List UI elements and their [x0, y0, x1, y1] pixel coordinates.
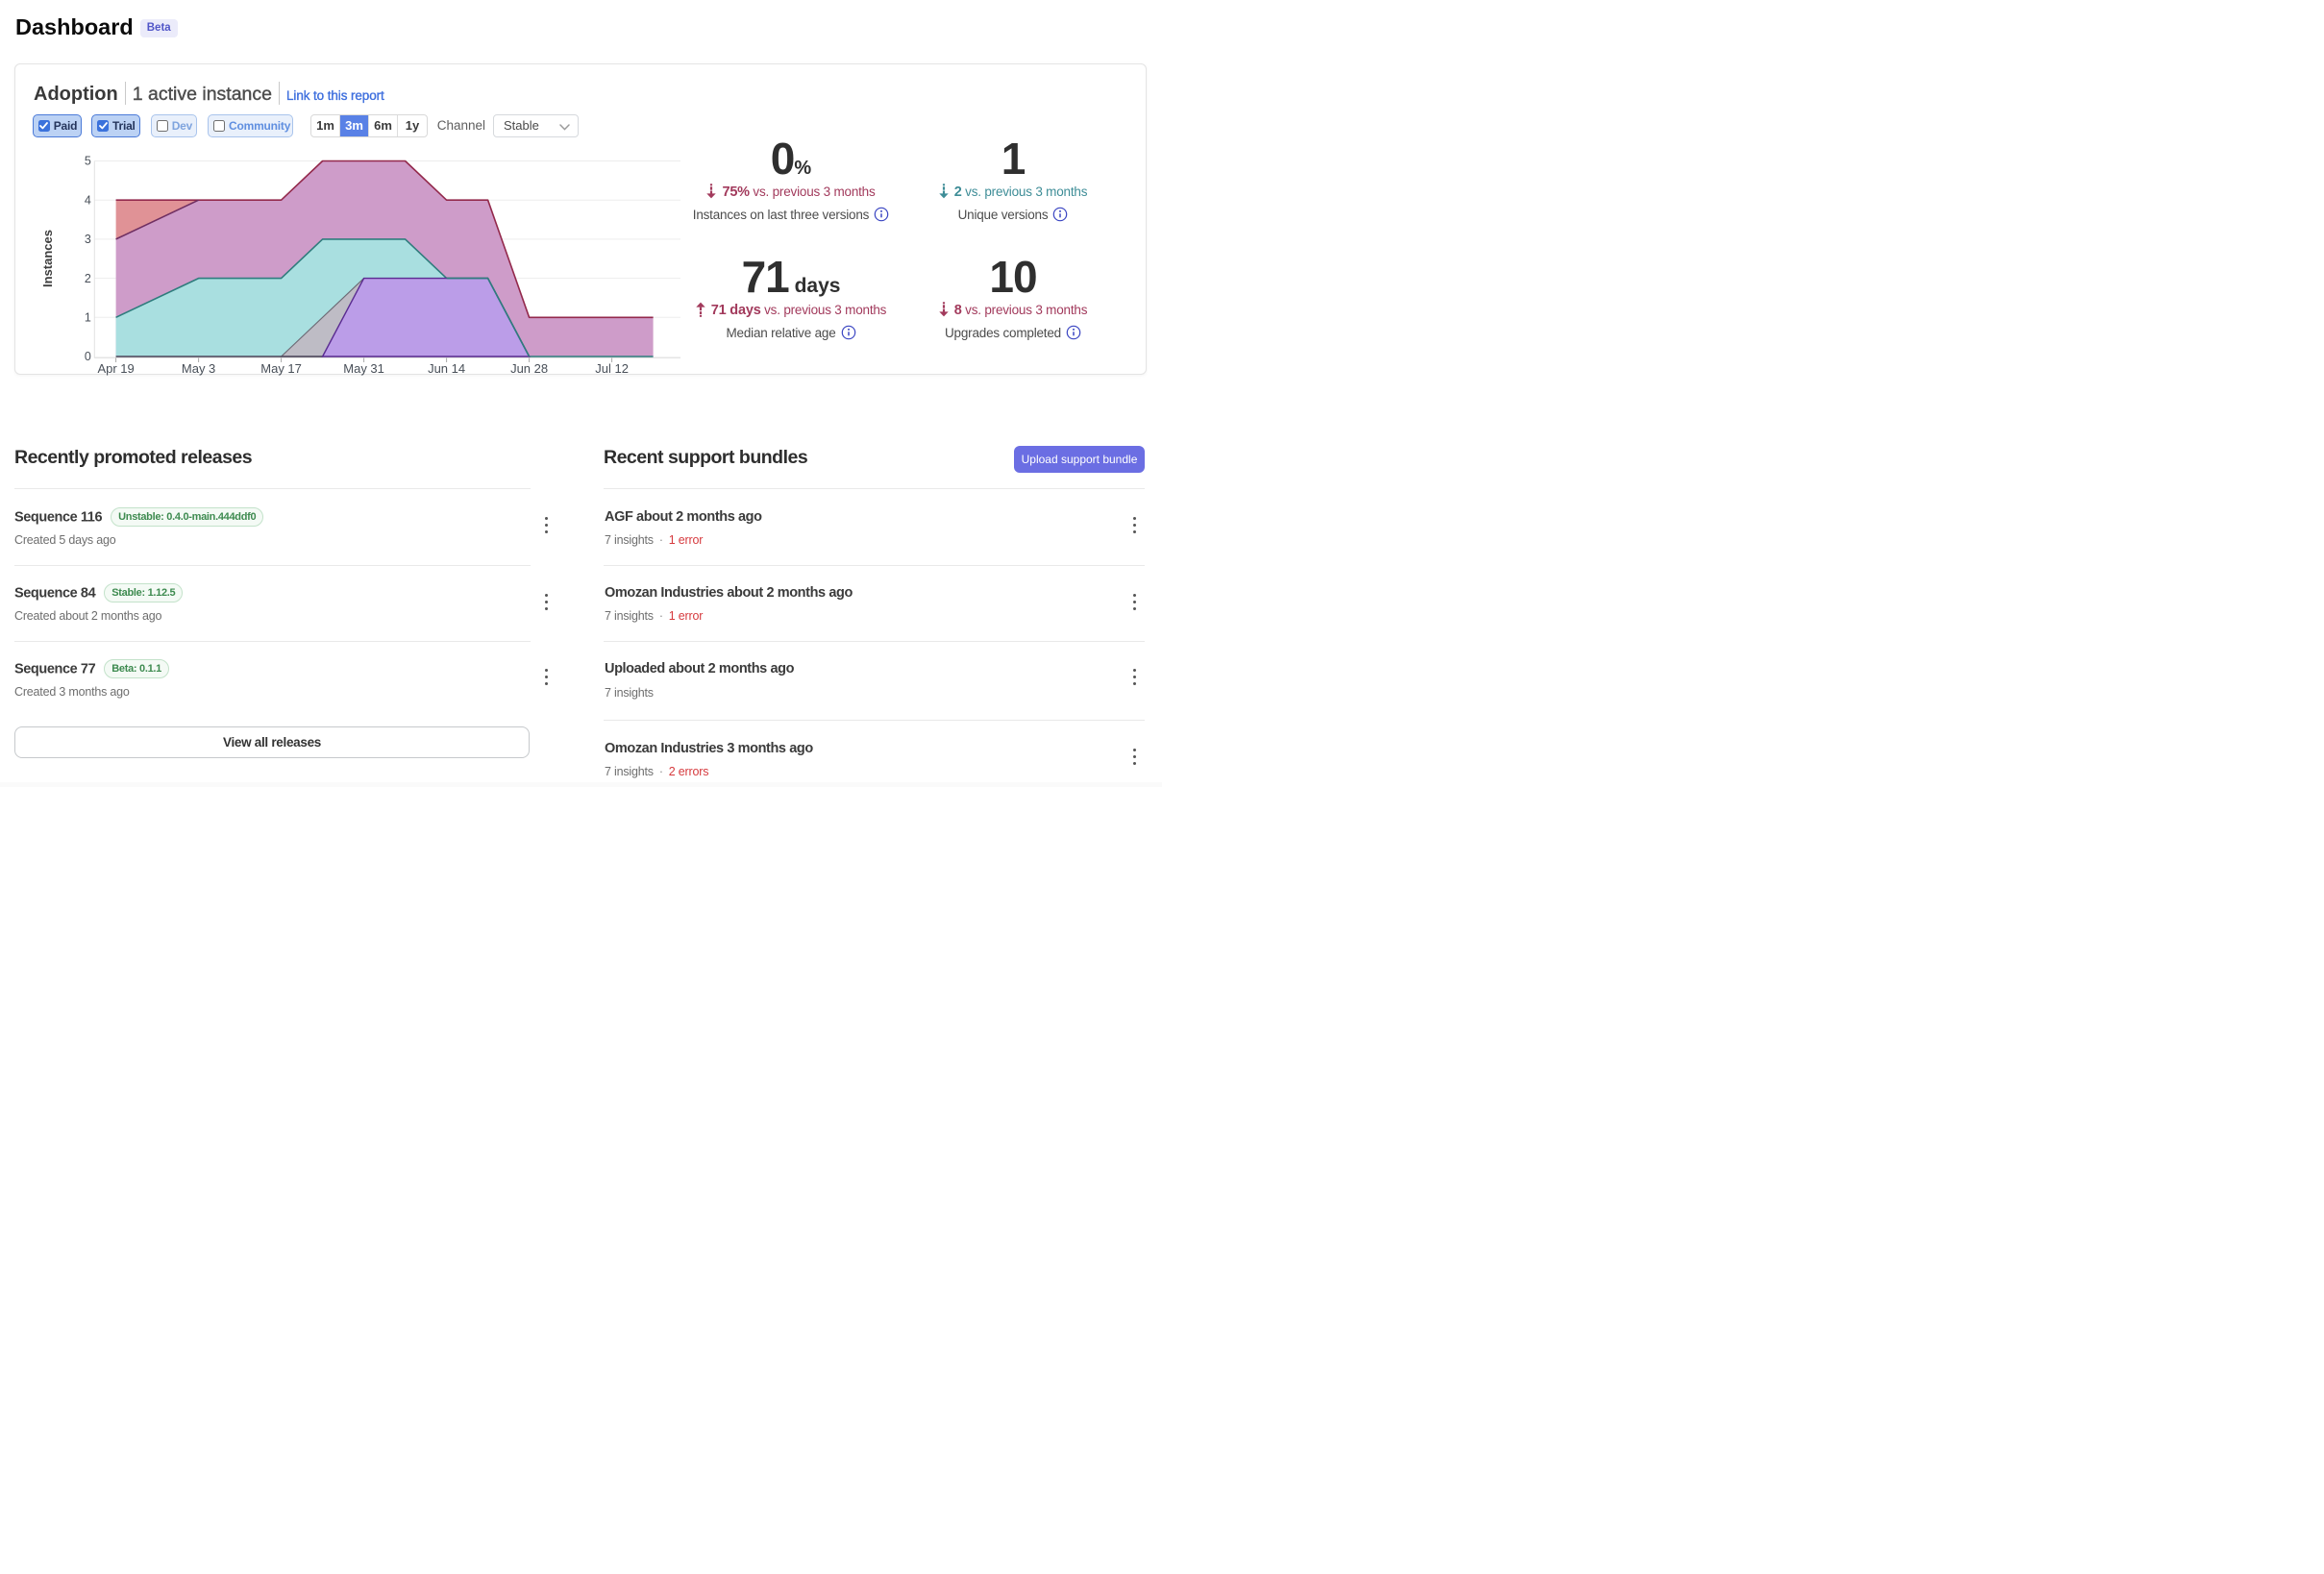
svg-text:5: 5: [85, 155, 91, 168]
svg-text:Jun 14: Jun 14: [428, 361, 465, 376]
svg-text:4: 4: [85, 193, 91, 207]
svg-text:Jul 12: Jul 12: [595, 361, 629, 376]
svg-text:May 31: May 31: [343, 361, 384, 376]
svg-text:May 3: May 3: [182, 361, 215, 376]
svg-text:Apr 19: Apr 19: [97, 361, 134, 376]
svg-text:May 17: May 17: [260, 361, 302, 376]
svg-text:0: 0: [85, 350, 91, 363]
svg-text:Instances: Instances: [40, 230, 55, 287]
svg-text:Jun 28: Jun 28: [510, 361, 548, 376]
svg-text:1: 1: [85, 311, 91, 325]
svg-text:3: 3: [85, 233, 91, 246]
svg-text:2: 2: [85, 272, 91, 285]
